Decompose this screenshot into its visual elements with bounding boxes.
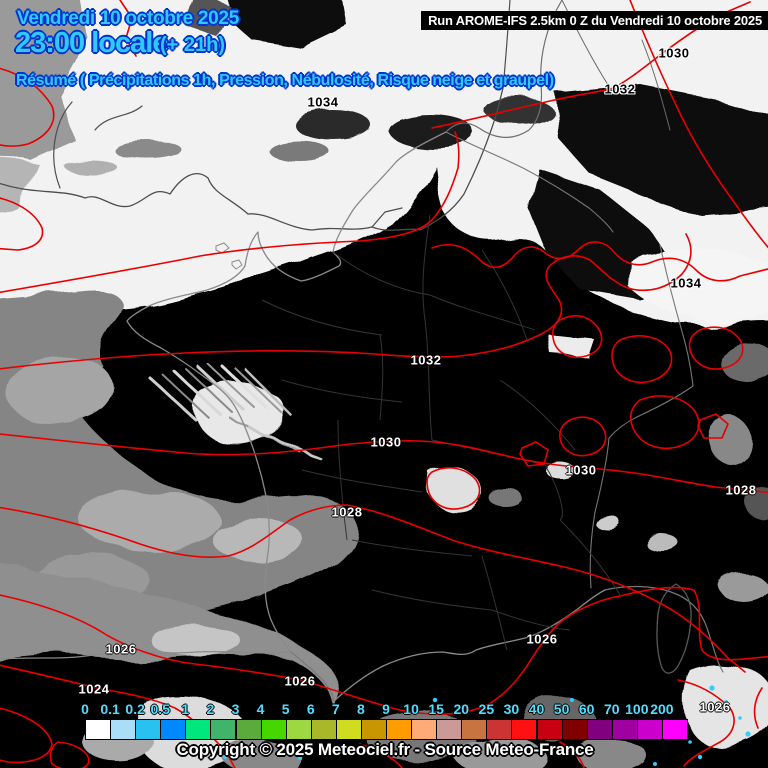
pressure-label: 1026 <box>105 641 137 657</box>
legend-tick-label: 4 <box>256 701 265 717</box>
pressure-label: 1032 <box>410 352 442 368</box>
legend-color-box <box>260 719 287 740</box>
legend-color-box <box>360 719 387 740</box>
legend-color-box <box>210 719 237 740</box>
legend-color-box <box>160 719 187 740</box>
legend-tick-label: 6 <box>306 701 315 717</box>
legend-tick-label: 0.2 <box>125 701 145 717</box>
legend-tick-label: 30 <box>503 701 520 717</box>
forecast-offset-label: (+ 21h) <box>160 34 226 56</box>
pressure-label: 1030 <box>370 434 402 450</box>
legend-color-box <box>235 719 262 740</box>
time-label: 23:00 locale <box>15 27 168 59</box>
model-run-banner: Run AROME-IFS 2.5km 0 Z du Vendredi 10 o… <box>421 11 768 30</box>
legend-tick-label: 100 <box>625 701 649 717</box>
legend-tick-label: 50 <box>553 701 570 717</box>
legend-color-box <box>411 719 438 740</box>
pressure-label: 1026 <box>699 699 731 715</box>
pressure-label: 1028 <box>331 504 363 520</box>
legend-color-box <box>335 719 362 740</box>
pressure-label: 1034 <box>670 275 702 291</box>
legend-tick-label: 70 <box>603 701 620 717</box>
date-label: Vendredi 10 octobre 2025 <box>17 8 239 29</box>
pressure-label: 1024 <box>78 681 110 697</box>
coastlines <box>0 0 724 703</box>
legend-tick-label: 9 <box>382 701 390 717</box>
pressure-label: 1032 <box>604 81 636 97</box>
legend-color-box <box>661 719 688 740</box>
legend-tick-label: 40 <box>528 701 545 717</box>
legend-tick-label: 5 <box>281 701 290 717</box>
legend-tick-label: 0.1 <box>100 701 120 717</box>
legend-color-box <box>110 719 137 740</box>
legend-color-box <box>386 719 413 740</box>
legend-tick-label: 200 <box>650 701 674 717</box>
legend-color-box <box>636 719 663 740</box>
legend-color-box <box>436 719 463 740</box>
legend-color-box <box>135 719 162 740</box>
legend-color-box <box>511 719 538 740</box>
legend-color-box <box>285 719 312 740</box>
pressure-label: 1028 <box>725 482 757 498</box>
legend-color-box <box>486 719 513 740</box>
legend-tick-label: 7 <box>331 701 340 717</box>
legend-color-box <box>536 719 563 740</box>
department-borders <box>261 214 621 651</box>
lee-wave-clouds <box>148 364 322 460</box>
legend-tick-label: 0.5 <box>150 701 170 717</box>
pressure-label: 1026 <box>284 673 316 689</box>
pressure-label: 1030 <box>658 45 690 61</box>
legend-color-box <box>185 719 212 740</box>
legend-color-box <box>586 719 613 740</box>
legend-color-box <box>611 719 638 740</box>
pressure-label: 1030 <box>565 462 597 478</box>
legend-color-box <box>561 719 588 740</box>
legend-tick-label: 0 <box>81 701 89 717</box>
legend-tick-label: 3 <box>231 701 240 717</box>
legend-tick-label: 20 <box>453 701 470 717</box>
legend-color-box <box>85 719 112 740</box>
legend-tick-label: 1 <box>181 701 190 717</box>
copyright-label: Copyright © 2025 Meteociel.fr - Source M… <box>176 740 594 759</box>
legend-color-box <box>461 719 488 740</box>
legend-tick-label: 25 <box>478 701 495 717</box>
legend-color-box <box>310 719 337 740</box>
legend-tick-label: 15 <box>428 701 444 717</box>
legend-tick-label: 8 <box>357 701 365 717</box>
pressure-label: 1026 <box>526 631 558 647</box>
legend-tick-label: 60 <box>578 701 595 717</box>
pressure-label: 1034 <box>307 94 339 110</box>
precipitation-dots <box>223 685 751 766</box>
legend-tick-label: 2 <box>206 701 215 717</box>
legend-tick-label: 10 <box>403 701 419 717</box>
layers-summary-label: Résumé ( Précipitations 1h, Pression, Né… <box>16 72 554 89</box>
